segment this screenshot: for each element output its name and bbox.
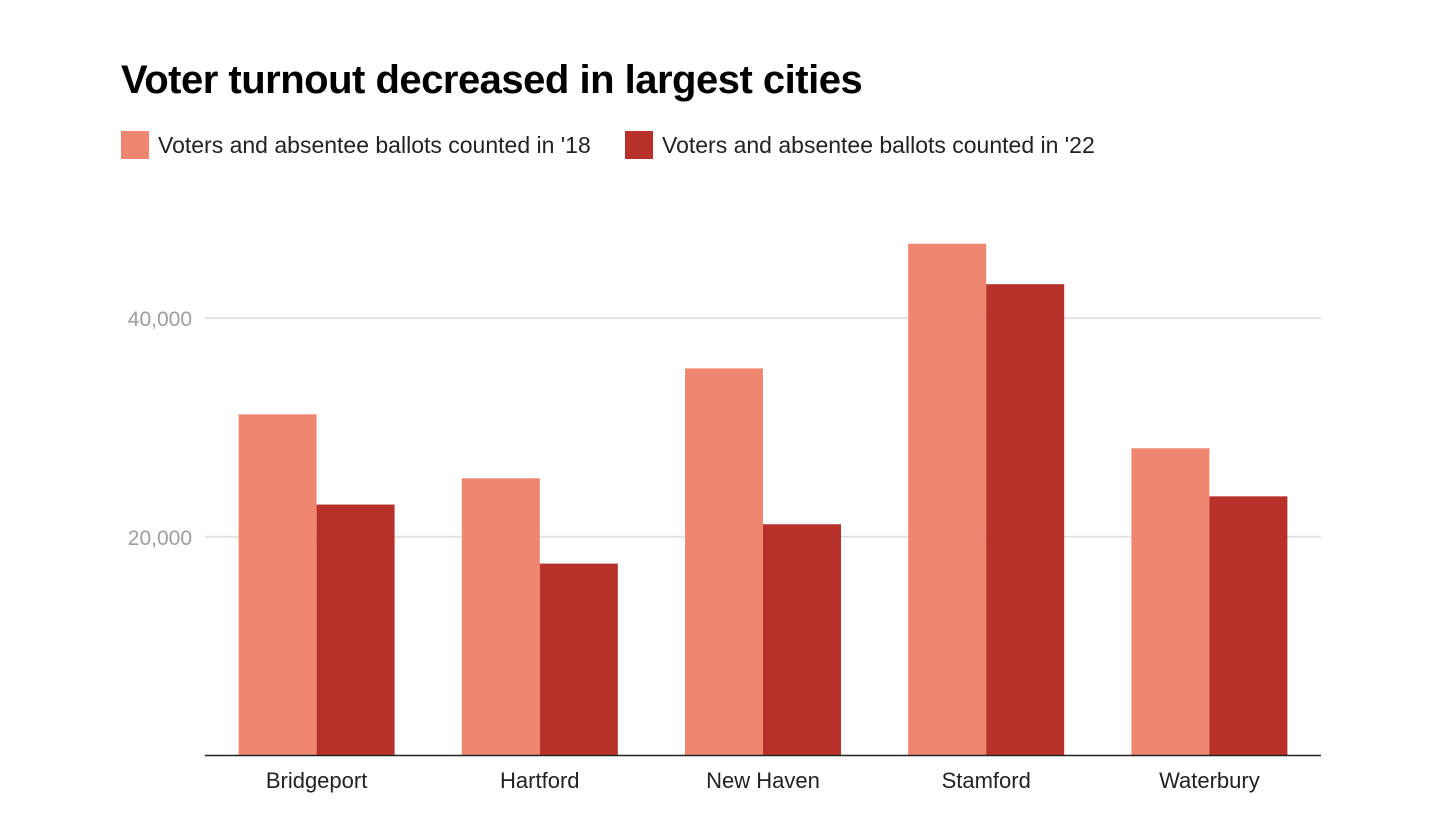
bar-hartford-0	[461, 478, 540, 756]
legend-swatch-2022	[625, 131, 653, 159]
chart-title: Voter turnout decreased in largest citie…	[121, 58, 863, 102]
legend-label-2022: Voters and absentee ballots counted in '…	[662, 131, 1095, 158]
x-tick-label: Stamford	[942, 768, 1031, 793]
y-tick-label: 20,000	[128, 527, 192, 550]
legend-swatch-2018	[121, 131, 149, 159]
x-tick-label: New Haven	[706, 768, 820, 793]
y-tick-label: 40,000	[128, 308, 192, 331]
legend-item-2018: Voters and absentee ballots counted in '…	[121, 131, 591, 159]
bar-new-haven-0	[685, 368, 763, 756]
bar-hartford-1	[539, 563, 618, 756]
legend-label-2018: Voters and absentee ballots counted in '…	[158, 131, 591, 158]
bar-waterbury-0	[1131, 448, 1210, 756]
bar-bridgeport-1	[316, 504, 395, 756]
x-tick-label: Hartford	[500, 768, 579, 793]
x-tick-label: Bridgeport	[266, 768, 368, 793]
bar-waterbury-1	[1209, 496, 1288, 756]
bar-new-haven-1	[763, 524, 841, 756]
bar-bridgeport-0	[238, 414, 317, 756]
x-tick-label: Waterbury	[1159, 768, 1260, 793]
bar-stamford-1	[986, 284, 1065, 756]
bar-stamford-0	[908, 243, 987, 756]
legend-item-2022: Voters and absentee ballots counted in '…	[625, 131, 1095, 159]
